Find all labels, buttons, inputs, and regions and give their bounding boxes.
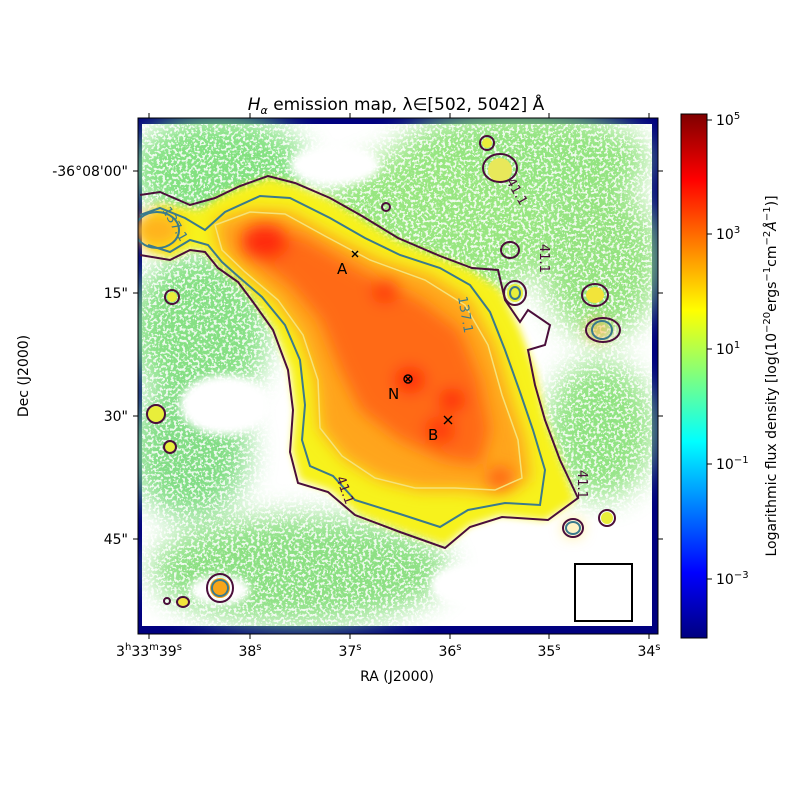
colorbar-tick-label: 101 [716,340,740,358]
y-tick-label: -36°08'00" [52,164,128,180]
contour-label: 41.1 [574,470,589,499]
contour-inner [214,211,523,491]
colorbar-gradient [680,113,708,639]
x-tick-label: 36s [438,642,461,660]
y-tick-label: 30" [104,409,128,425]
colorbar: 105 103 101 10−1 10−3 Logarithmic flux d… [680,111,780,639]
colorbar-tick-label: 103 [716,225,740,243]
colorbar-tick-label: 10−3 [716,570,749,588]
marker-label-B: B [428,426,438,444]
markers [351,250,453,425]
plot-frame [137,117,659,635]
y-axis-label: Dec (J2000) [16,335,32,417]
axis-ticks [133,113,663,639]
colorbar-label: Logarithmic flux density [log(10−20ergs−… [762,195,780,556]
marker-B-cross [443,415,453,425]
chart-title: Hα emission map, λ∈[502, 5042] Å [248,93,545,117]
y-tick-label: 45" [104,532,128,548]
marker-A-cross [351,250,359,258]
colorbar-tick-label: 10−1 [716,455,749,473]
x-tick-labels: 3h33m39s 38s 37s 36s 35s 34s [116,642,660,660]
marker-label-A: A [337,260,348,278]
x-tick-label: 34s [637,642,660,660]
marker-labels: A N B [337,260,438,444]
y-tick-labels: -36°08'00" 15" 30" 45" [52,164,128,548]
x-tick-label: 3h33m39s [116,642,182,660]
contour-outer [139,135,621,608]
contour-mid [138,194,613,597]
x-axis-label: RA (J2000) [360,669,434,685]
compact-sources [148,138,613,606]
marker-label-N: N [388,385,399,403]
colorbar-tick-label: 105 [716,111,740,129]
marker-N-circle [403,374,413,384]
beam-box [574,563,633,622]
marker-N-cross [404,375,412,383]
x-tick-label: 38s [238,642,261,660]
x-tick-label: 35s [537,642,560,660]
heatmap-image: 137.1 41.1 41.1 137.1 41.1 41.1 [138,118,658,634]
y-tick-label: 15" [104,286,128,302]
x-tick-label: 37s [338,642,361,660]
contour-label: 137.1 [454,295,475,334]
contour-label: 41.1 [536,244,551,273]
